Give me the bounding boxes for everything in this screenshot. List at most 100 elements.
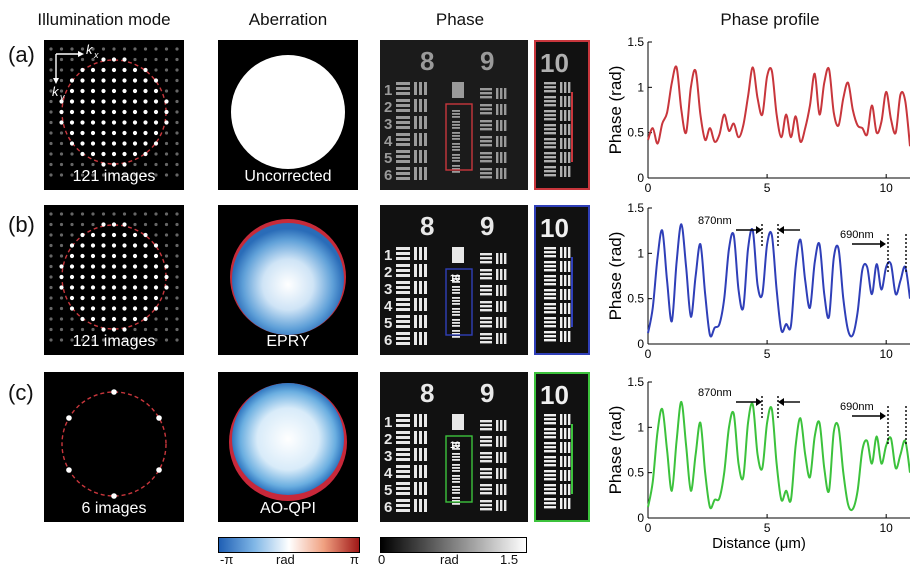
bar-h — [452, 492, 460, 494]
bar-h — [480, 172, 492, 175]
bar-h — [452, 160, 460, 162]
x-tick-label: 0 — [645, 181, 652, 195]
led-dot — [122, 109, 127, 115]
bar-h — [480, 500, 492, 503]
zoom-bar-v — [560, 414, 563, 425]
led-dot — [122, 88, 127, 94]
led-dot — [154, 68, 158, 72]
x-tick-label: 10 — [880, 521, 894, 535]
led-dot — [80, 264, 85, 269]
bar-h — [452, 445, 460, 447]
led-dot — [133, 212, 137, 216]
led-dot — [90, 295, 96, 301]
bar-v — [419, 448, 422, 461]
bar-h — [452, 138, 460, 140]
bar-v — [414, 99, 417, 112]
led-dot — [49, 306, 53, 311]
group-number-8: 8 — [420, 211, 434, 241]
header-phase: Phase — [435, 10, 485, 29]
led-dot — [70, 327, 74, 332]
zoom-bar-h — [544, 174, 556, 177]
zoom-bar-h — [544, 502, 556, 505]
led-dot — [80, 130, 85, 136]
led-dot — [111, 389, 117, 395]
led-dot — [164, 296, 169, 300]
zoom-bar-v — [564, 110, 567, 121]
led-dot — [59, 222, 64, 227]
bar-h — [396, 160, 410, 163]
led-dot — [70, 152, 74, 156]
led-dot — [153, 109, 159, 115]
led-dot — [175, 275, 179, 279]
bar-v — [500, 152, 503, 163]
zoom-bar-v — [568, 110, 571, 121]
bar-h — [480, 120, 492, 123]
header-illumination: Illumination mode — [37, 10, 171, 29]
zoom-bar-h — [544, 265, 556, 268]
zoom-bar-h — [544, 160, 556, 163]
led-dot — [101, 285, 106, 290]
bar-h — [396, 487, 410, 490]
bar-h — [396, 492, 410, 495]
led-dot — [49, 173, 53, 177]
bar-h — [452, 281, 460, 283]
led-dot — [90, 99, 96, 104]
bar-h — [396, 87, 410, 90]
led-dot — [132, 141, 138, 146]
zoom-bar-v — [568, 138, 571, 149]
group-number-9: 9 — [480, 378, 494, 408]
zoom-bar-v — [560, 152, 563, 163]
bar-v — [424, 247, 427, 260]
led-dot — [122, 47, 127, 51]
led-dot — [59, 89, 64, 93]
led-dot — [112, 47, 116, 51]
bar-v — [424, 431, 427, 444]
bar-v — [424, 298, 427, 311]
led-dot — [69, 285, 75, 290]
bar-h — [452, 481, 460, 483]
zoom-bar-v — [568, 124, 571, 135]
y-tick-label: 1.5 — [627, 375, 644, 389]
phase-cbar-unit: rad — [440, 552, 459, 567]
led-dot — [111, 316, 117, 322]
zoom-bar-h — [544, 428, 556, 431]
aberration-cbar-max: π — [350, 552, 359, 567]
led-dot — [133, 57, 137, 62]
bar-h — [452, 448, 460, 450]
bar-h — [396, 109, 410, 112]
led-dot — [133, 327, 137, 332]
bar-h — [396, 92, 410, 95]
led-dot — [80, 327, 85, 332]
bar-h — [396, 475, 410, 478]
led-dot — [80, 212, 85, 216]
led-dot — [143, 316, 148, 322]
bar-h — [396, 155, 410, 158]
bar-h — [452, 464, 460, 466]
led-dot — [70, 338, 74, 342]
bar-v — [424, 150, 427, 163]
led-dot — [143, 162, 148, 167]
bar-h — [396, 419, 410, 422]
bar-h — [396, 247, 410, 250]
led-dot — [90, 306, 96, 311]
led-dot — [101, 306, 106, 311]
led-dot — [164, 264, 169, 269]
led-dot — [143, 306, 148, 311]
led-dot — [70, 212, 74, 216]
led-dot — [164, 327, 169, 332]
led-dot — [132, 253, 138, 259]
element-number: 1 — [384, 414, 392, 431]
led-dot — [164, 162, 169, 167]
zoom-bar-v — [568, 166, 571, 177]
zoom-bar-h — [544, 269, 556, 272]
led-dot — [122, 253, 127, 259]
led-dot — [122, 306, 127, 311]
bar-h — [480, 92, 492, 95]
zoom-bar-h — [544, 118, 556, 121]
bar-h — [396, 126, 410, 129]
zoom-bar-h — [544, 297, 556, 300]
bar-h — [452, 116, 460, 118]
led-dot — [59, 78, 64, 83]
